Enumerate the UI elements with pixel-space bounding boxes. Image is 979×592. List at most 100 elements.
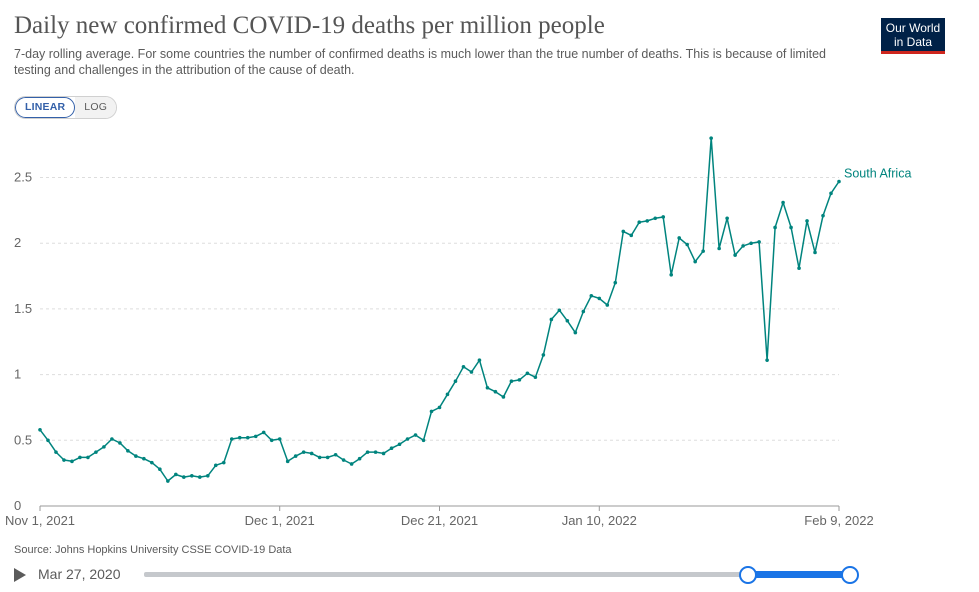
- data-point[interactable]: [653, 216, 658, 221]
- data-point[interactable]: [245, 435, 250, 440]
- data-point[interactable]: [221, 460, 226, 465]
- data-point[interactable]: [725, 216, 729, 221]
- data-point[interactable]: [174, 472, 178, 477]
- data-point[interactable]: [190, 473, 194, 478]
- data-point[interactable]: [309, 451, 314, 456]
- data-point[interactable]: [86, 455, 90, 460]
- data-point[interactable]: [789, 225, 793, 230]
- data-point[interactable]: [102, 445, 106, 449]
- data-point[interactable]: [821, 213, 825, 218]
- data-point[interactable]: [54, 450, 58, 454]
- data-point[interactable]: [213, 463, 218, 468]
- data-point[interactable]: [429, 409, 434, 414]
- data-point[interactable]: [485, 385, 490, 390]
- timeline-end-handle[interactable]: [841, 566, 859, 584]
- data-point[interactable]: [693, 259, 697, 264]
- data-point[interactable]: [38, 428, 42, 432]
- data-point[interactable]: [349, 462, 354, 466]
- data-point[interactable]: [805, 219, 809, 223]
- data-point[interactable]: [605, 303, 610, 307]
- data-point[interactable]: [493, 389, 498, 394]
- data-point[interactable]: [229, 437, 234, 441]
- data-point[interactable]: [78, 455, 82, 460]
- data-point[interactable]: [413, 433, 418, 437]
- data-point[interactable]: [150, 460, 154, 465]
- data-point[interactable]: [773, 225, 777, 230]
- data-point[interactable]: [253, 434, 258, 439]
- data-point[interactable]: [813, 250, 817, 255]
- owid-logo[interactable]: Our World in Data: [881, 18, 945, 54]
- data-point[interactable]: [166, 479, 170, 483]
- timeline-selected-range[interactable]: [747, 571, 850, 578]
- series-line-south-africa[interactable]: [39, 137, 840, 482]
- data-point[interactable]: [765, 358, 769, 362]
- data-point[interactable]: [597, 296, 602, 301]
- data-point[interactable]: [126, 449, 130, 453]
- play-icon[interactable]: [14, 568, 26, 582]
- data-point[interactable]: [589, 293, 594, 298]
- data-point[interactable]: [333, 452, 338, 457]
- data-point[interactable]: [453, 379, 458, 383]
- data-point[interactable]: [829, 191, 833, 196]
- data-point[interactable]: [541, 353, 546, 357]
- data-point[interactable]: [277, 437, 282, 441]
- data-point[interactable]: [781, 200, 785, 205]
- data-point[interactable]: [733, 253, 737, 257]
- data-point[interactable]: [701, 249, 705, 253]
- timeline-start-handle[interactable]: [738, 566, 757, 584]
- data-point[interactable]: [477, 358, 482, 362]
- data-point[interactable]: [717, 246, 721, 251]
- data-point[interactable]: [389, 446, 394, 450]
- data-point[interactable]: [301, 450, 306, 454]
- data-point[interactable]: [757, 240, 761, 244]
- data-point[interactable]: [549, 317, 554, 322]
- data-point[interactable]: [629, 233, 634, 238]
- data-point[interactable]: [261, 430, 266, 435]
- data-point[interactable]: [573, 330, 578, 335]
- data-point[interactable]: [677, 236, 681, 240]
- data-point[interactable]: [517, 378, 522, 382]
- data-point[interactable]: [293, 454, 298, 458]
- data-point[interactable]: [437, 405, 442, 410]
- data-point[interactable]: [373, 450, 378, 454]
- data-point[interactable]: [357, 456, 362, 461]
- data-point[interactable]: [118, 441, 122, 445]
- data-point[interactable]: [269, 438, 274, 443]
- data-point[interactable]: [94, 450, 98, 454]
- data-point[interactable]: [182, 475, 186, 479]
- data-point[interactable]: [142, 456, 146, 461]
- data-point[interactable]: [669, 272, 674, 277]
- linear-scale-button[interactable]: LINEAR: [15, 97, 76, 118]
- data-point[interactable]: [837, 179, 841, 184]
- data-point[interactable]: [285, 459, 290, 464]
- data-point[interactable]: [533, 375, 538, 380]
- data-point[interactable]: [581, 309, 586, 314]
- series-label[interactable]: South Africa: [844, 166, 911, 180]
- data-point[interactable]: [645, 219, 650, 223]
- data-point[interactable]: [749, 241, 753, 246]
- data-point[interactable]: [621, 229, 626, 234]
- data-point[interactable]: [565, 318, 570, 323]
- data-point[interactable]: [797, 266, 801, 271]
- data-point[interactable]: [445, 392, 450, 397]
- data-point[interactable]: [661, 215, 666, 219]
- data-point[interactable]: [341, 458, 346, 462]
- data-point[interactable]: [46, 438, 50, 443]
- timeline-track[interactable]: [144, 572, 850, 577]
- data-point[interactable]: [365, 450, 370, 454]
- data-point[interactable]: [637, 220, 642, 225]
- data-point[interactable]: [317, 455, 322, 460]
- data-point[interactable]: [421, 438, 426, 443]
- data-point[interactable]: [509, 379, 514, 383]
- data-point[interactable]: [198, 475, 202, 479]
- data-point[interactable]: [397, 442, 402, 447]
- data-point[interactable]: [461, 364, 466, 369]
- data-point[interactable]: [405, 437, 410, 441]
- data-point[interactable]: [70, 459, 74, 464]
- data-point[interactable]: [557, 308, 562, 313]
- data-point[interactable]: [62, 458, 66, 462]
- data-point[interactable]: [205, 473, 210, 478]
- data-point[interactable]: [613, 280, 618, 285]
- data-point[interactable]: [381, 451, 386, 456]
- log-scale-button[interactable]: LOG: [75, 97, 117, 118]
